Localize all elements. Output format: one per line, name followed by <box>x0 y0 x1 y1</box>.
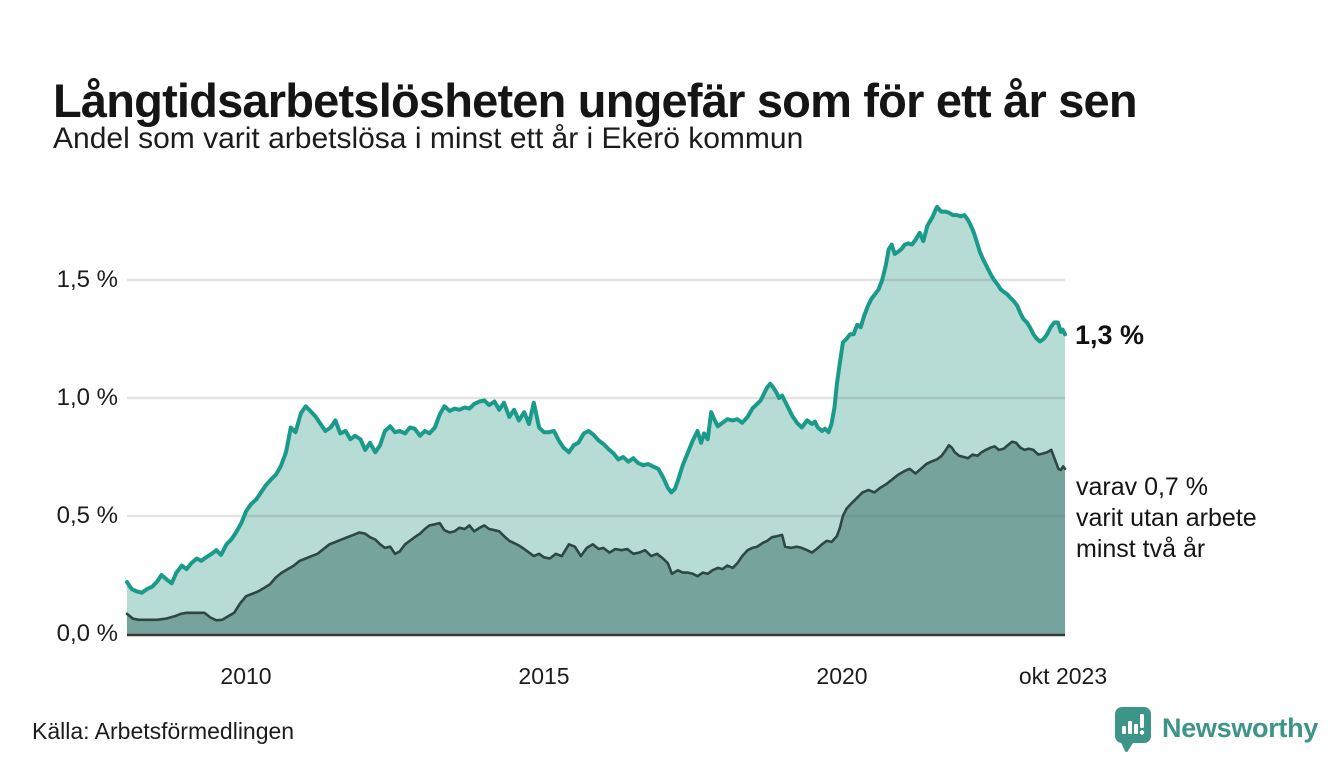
series2-end-value-label: varav 0,7 % varit utan arbete minst två … <box>1076 472 1257 565</box>
series2-end-label-line3: minst två år <box>1076 535 1206 563</box>
y-tick-label-0.5: 0,5 % <box>56 502 118 529</box>
series-1-line <box>125 204 1067 595</box>
newsworthy-logo: Newsworthy <box>1114 706 1318 756</box>
y-tick-label-1.5: 1,5 % <box>56 266 118 293</box>
x-tick-label-2020: 2020 <box>816 663 868 689</box>
page-subtitle: Andel som varit arbetslösa i minst ett å… <box>53 122 804 155</box>
y-tick-label-1: 1,0 % <box>56 384 118 411</box>
series-1-area <box>127 206 1065 635</box>
series1-end-value-label: 1,3 % <box>1075 320 1145 350</box>
series-2-area <box>127 441 1065 634</box>
series2-end-label-line1: varav 0,7 % <box>1076 473 1209 501</box>
y-tick-label-0: 0,0 % <box>56 620 118 647</box>
page-title: Långtidsarbetslösheten ungefär som för e… <box>53 74 1138 128</box>
x-tick-label-okt-2023: okt 2023 <box>1018 663 1108 689</box>
x-tick-label-2010: 2010 <box>220 663 272 689</box>
series-2-line <box>125 440 1067 622</box>
source-attribution: Källa: Arbetsförmedlingen <box>32 718 295 744</box>
x-tick-label-2015: 2015 <box>518 663 570 689</box>
newsworthy-bubble-icon <box>1114 707 1151 752</box>
newsworthy-wordmark: Newsworthy <box>1162 713 1319 743</box>
series2-end-label-line2: varit utan arbete <box>1076 504 1257 532</box>
